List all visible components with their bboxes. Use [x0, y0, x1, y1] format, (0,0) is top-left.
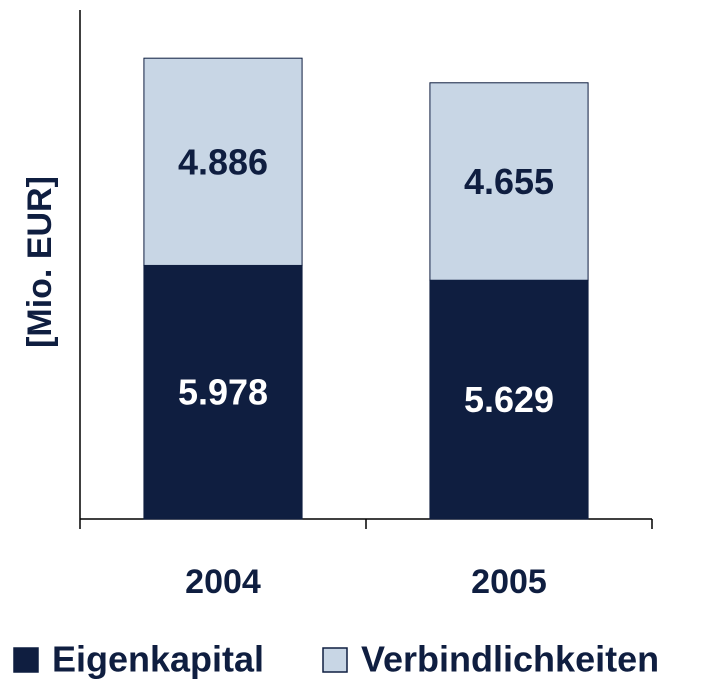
legend-label: Eigenkapital	[52, 639, 264, 680]
value-label: 4.886	[178, 141, 268, 182]
y-axis-label: [Mio. EUR]	[21, 176, 59, 348]
value-label: 4.655	[464, 161, 554, 202]
bar-segment	[143, 57, 303, 266]
value-label: 5.978	[178, 372, 268, 413]
x-tick-label: 2004	[185, 563, 261, 601]
x-tick-label: 2005	[471, 563, 547, 601]
value-label: 5.629	[464, 379, 554, 420]
legend-label: Verbindlichkeiten	[361, 639, 659, 680]
bar-segment	[429, 279, 589, 520]
legend-swatch	[13, 647, 39, 673]
legend-swatch	[322, 647, 348, 673]
bar-segment	[143, 264, 303, 520]
bar-segment	[429, 82, 589, 281]
